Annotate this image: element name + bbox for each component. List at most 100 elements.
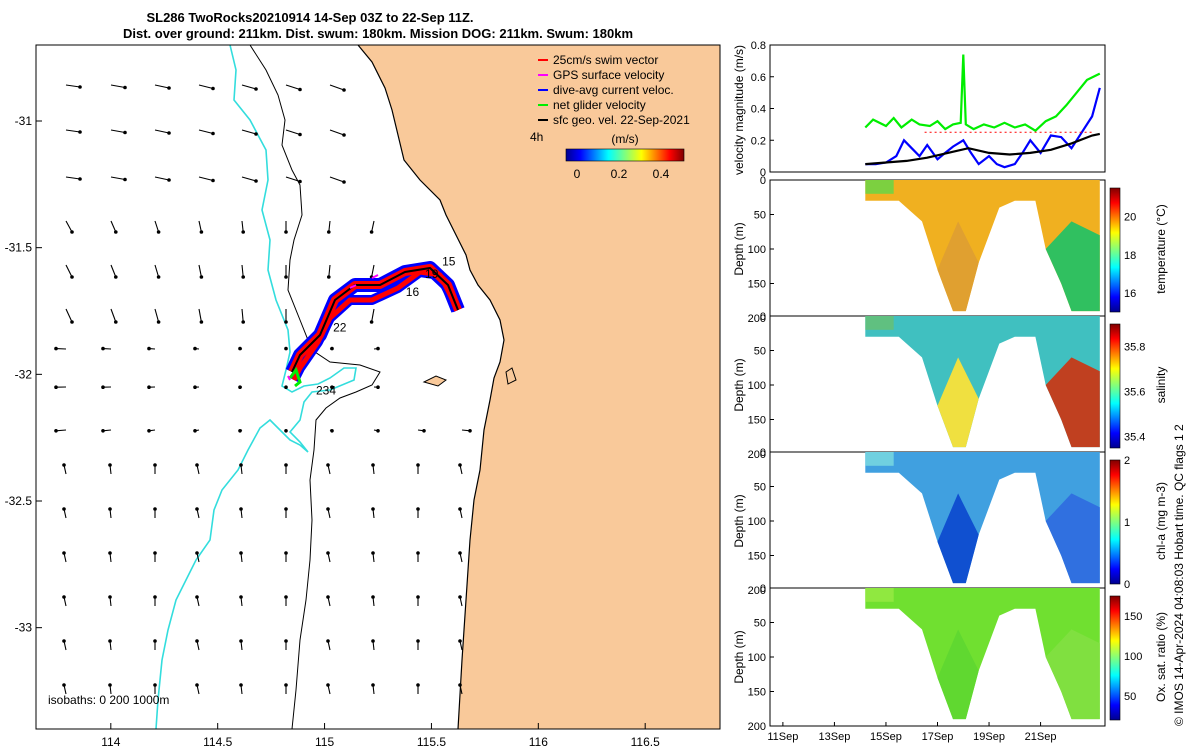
velocity-arrow <box>54 346 67 351</box>
velocity-arrow-head <box>254 132 258 136</box>
depth-axis-label: Depth (m) <box>732 494 746 547</box>
velocity-arrow-head <box>238 346 242 351</box>
colorbar-tick-label: 100 <box>1124 651 1142 663</box>
velocity-arrow-head <box>284 639 288 643</box>
depth-tick-label: 50 <box>754 482 766 494</box>
section-edge-region <box>1045 493 1100 584</box>
velocity-y-tick-label: 0.6 <box>751 72 766 84</box>
velocity-arrow <box>195 595 200 607</box>
velocity-arrow <box>101 346 112 351</box>
isobath-1000 <box>155 45 357 729</box>
velocity-arrow <box>238 385 243 390</box>
legend-label: 25cm/s swim vector <box>553 53 658 67</box>
velocity-arrow <box>373 385 380 390</box>
section-surface-band <box>865 316 894 330</box>
gps-surface-vectors <box>287 274 379 381</box>
velocity-arrow-shaft <box>241 264 244 278</box>
velocity-arrow-head <box>54 385 58 390</box>
colorbar-label: chl-a (mg m-3) <box>1154 482 1168 560</box>
colorbar-label: temperature (°C) <box>1154 204 1168 294</box>
velocity-arrow-shaft <box>110 220 117 233</box>
section-deep-region <box>937 221 979 312</box>
velocity-arrow-head <box>330 385 334 390</box>
depth-tick-label: 100 <box>748 516 766 528</box>
section-deep-region <box>937 493 979 584</box>
velocity-arrow <box>195 463 200 475</box>
velocity-arrow <box>198 264 204 279</box>
legend-note: 4h <box>530 130 543 144</box>
velocity-arrow-head <box>114 320 118 324</box>
section-panel-salinity: 0 50 100 150 200 Depth (m) 35.4 35.6 35.8 salinit… <box>732 311 1168 461</box>
velocity-arrow <box>416 463 420 474</box>
depth-tick-label: 200 <box>748 449 766 461</box>
velocity-arrow-head <box>371 595 375 599</box>
velocity-arrow <box>241 308 245 324</box>
velocity-arrow <box>416 595 420 606</box>
velocity-arrow <box>62 639 67 651</box>
section-colorbar <box>1109 459 1121 585</box>
velocity-arrow <box>62 595 67 607</box>
velocity-arrow-head <box>199 230 204 234</box>
net-glider-track <box>288 366 302 388</box>
velocity-arrow <box>101 385 112 390</box>
velocity-arrow <box>369 308 375 324</box>
velocity-arrow-head <box>458 507 462 511</box>
track-day-label: 22 <box>333 320 347 334</box>
depth-tick-label: 0 <box>760 583 766 595</box>
section-colorbar <box>1109 323 1121 449</box>
track-day-label: 16 <box>406 285 420 299</box>
velocity-arrow <box>371 507 375 519</box>
velocity-arrow-head <box>195 551 199 555</box>
colorbar-tick-label: 35.8 <box>1124 342 1145 354</box>
velocity-arrow <box>416 639 420 650</box>
velocity-arrow <box>193 385 200 390</box>
velocity-arrow <box>147 385 156 390</box>
velocity-y-tick-label: 0 <box>760 167 766 179</box>
velocity-arrow-shaft <box>241 220 244 233</box>
velocity-arrow <box>284 683 288 694</box>
velocity-arrow-head <box>78 130 82 134</box>
map-x-tick-label: 115 <box>315 735 334 749</box>
velocity-arrow-shaft <box>65 220 73 233</box>
velocity-arrow <box>108 551 112 563</box>
rottnest <box>505 367 517 385</box>
velocity-arrow-shaft <box>154 129 170 134</box>
velocity-arrow <box>239 463 243 475</box>
velocity-arrow-head <box>284 320 288 324</box>
velocity-arrow-head <box>239 595 243 599</box>
velocity-y-tick-label: 0.4 <box>751 104 766 116</box>
velocity-arrow-head <box>330 429 334 433</box>
depth-tick-label: 50 <box>754 210 766 222</box>
velocity-arrow <box>110 308 118 324</box>
section-data-region <box>865 316 1100 448</box>
section-edge-region <box>1045 629 1100 720</box>
velocity-arrow <box>198 176 215 183</box>
velocity-arrow-head <box>284 507 288 511</box>
velocity-arrow <box>239 683 243 695</box>
velocity-arrow-head <box>211 86 215 91</box>
velocity-arrow-shaft <box>154 308 160 323</box>
section-deep-region <box>937 629 979 720</box>
velocity-arrow <box>195 551 200 563</box>
velocity-arrow <box>108 507 112 519</box>
speed-colorbar-title: (m/s) <box>611 132 638 146</box>
velocity-arrow-head <box>153 551 157 555</box>
depth-tick-label: 200 <box>748 721 766 733</box>
map-x-tick-label: 116.5 <box>631 735 660 749</box>
velocity-arrow-shaft <box>329 176 345 183</box>
velocity-arrow-head <box>156 230 161 234</box>
velocity-arrow-shaft <box>65 84 81 88</box>
velocity-arrow-head <box>241 320 245 324</box>
velocity-arrow-head <box>416 551 420 555</box>
velocity-arrow-head <box>284 683 288 687</box>
map-y-tick-label: -32 <box>15 367 33 381</box>
velocity-arrow <box>458 683 463 695</box>
velocity-arrow <box>241 176 258 183</box>
velocity-arrow <box>416 551 420 562</box>
velocity-arrow-head <box>167 178 171 182</box>
velocity-arrow-head <box>70 320 74 324</box>
velocity-panel-frame <box>769 44 1106 173</box>
section-data-region <box>865 588 1100 720</box>
velocity-arrow-shaft <box>329 84 345 91</box>
